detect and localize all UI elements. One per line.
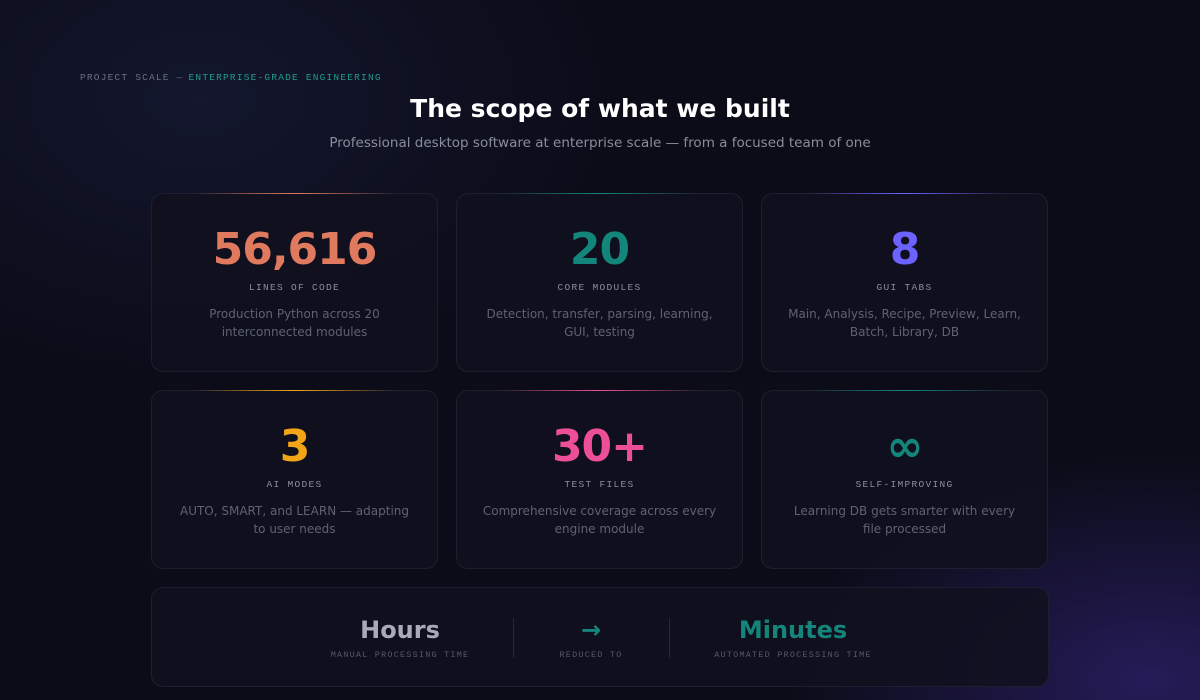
eyebrow-highlight: ENTERPRISE-GRADE ENGINEERING xyxy=(188,72,382,83)
eyebrow-prefix: PROJECT SCALE — xyxy=(80,72,184,83)
stat-label: CORE MODULES xyxy=(557,282,642,293)
comparison-item: Hours MANUAL PROCESSING TIME xyxy=(331,614,470,660)
stat-description: Comprehensive coverage across every engi… xyxy=(482,504,717,536)
stat-label: GUI TABS xyxy=(876,282,933,293)
comparison-label: AUTOMATED PROCESSING TIME xyxy=(714,650,872,660)
card-grid: 56,616 LINES OF CODE Production Python acr… xyxy=(151,193,1049,569)
comparison-label: MANUAL PROCESSING TIME xyxy=(330,650,470,660)
stat-description: Learning DB gets smarter with every file… xyxy=(793,504,1016,536)
comparison-item: → REDUCED TO xyxy=(559,614,622,660)
divider xyxy=(513,618,514,658)
stat-label: TEST FILES xyxy=(564,479,635,490)
stat-card: 30+ TEST FILES Comprehensive coverage acro… xyxy=(456,390,743,569)
stat-description: Production Python across 20 interconnect… xyxy=(209,307,380,339)
stat-label: LINES OF CODE xyxy=(248,282,340,293)
stat-value: 3 xyxy=(279,421,311,472)
stat-description: AUTO, SMART, and LEARN — adapting to use… xyxy=(179,504,409,536)
divider xyxy=(669,618,670,658)
comparison-value: → xyxy=(580,616,602,644)
title: The scope of what we built xyxy=(410,94,790,123)
eyebrow: PROJECT SCALE — ENTERPRISE-GRADE ENGINEER… xyxy=(80,72,382,83)
stat-description: Detection, transfer, parsing, learning, … xyxy=(486,307,713,339)
stat-value: 20 xyxy=(569,224,630,275)
stat-card: 56,616 LINES OF CODE Production Python acr… xyxy=(151,193,438,372)
stat-label: SELF-IMPROVING xyxy=(855,479,954,490)
stat-description: Main, Analysis, Recipe, Preview, Learn, … xyxy=(788,307,1021,339)
stat-card: 8 GUI TABS Main, Analysis, Recipe, Preview… xyxy=(761,193,1048,372)
stat-card: ∞ SELF-IMPROVING Learning DB gets smarter … xyxy=(761,390,1048,569)
comparison-label: REDUCED TO xyxy=(559,650,623,660)
stat-value: 30+ xyxy=(551,421,648,472)
stat-card: 3 AI MODES AUTO, SMART, and LEARN — adapti… xyxy=(151,390,438,569)
subtitle: Professional desktop software at enterpr… xyxy=(329,135,871,151)
comparison-banner: Hours MANUAL PROCESSING TIME → REDUCED TO Mi… xyxy=(151,587,1049,687)
comparison-value: Minutes xyxy=(738,616,848,644)
stat-value: 8 xyxy=(889,224,921,275)
comparison-item: Minutes AUTOMATED PROCESSING TIME xyxy=(714,614,872,660)
stat-card: 20 CORE MODULES Detection, transfer, parsi… xyxy=(456,193,743,372)
comparison-value: Hours xyxy=(360,616,440,644)
stat-value: 56,616 xyxy=(212,224,378,275)
stat-label: AI MODES xyxy=(266,479,323,490)
stat-value: ∞ xyxy=(886,421,924,472)
